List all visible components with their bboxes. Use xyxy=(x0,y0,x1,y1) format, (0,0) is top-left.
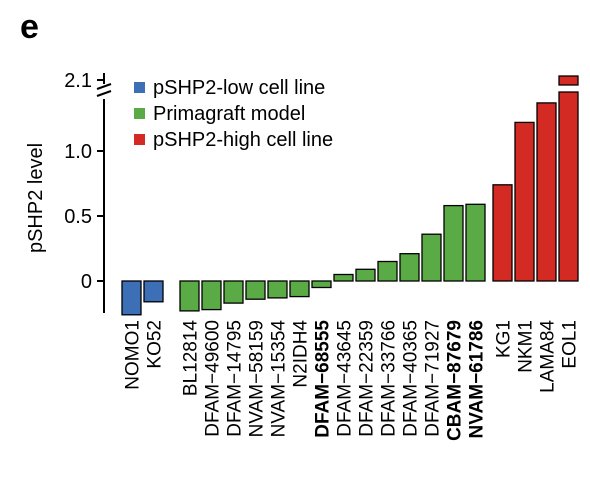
x-tick-label: LAMA84 xyxy=(538,320,559,393)
legend-label: Primagraft model xyxy=(153,103,305,125)
x-tick-label: DFAM−40365 xyxy=(401,320,422,437)
x-tick-label: DFAM−49600 xyxy=(203,320,224,437)
x-tick-label: BL12814 xyxy=(181,320,202,397)
bar xyxy=(267,280,288,299)
y-axis-break-mark xyxy=(96,83,112,97)
x-tick-label: KG1 xyxy=(494,320,515,358)
bar xyxy=(311,280,332,289)
y-tick-label: 0 xyxy=(81,271,92,293)
x-tick-label: NVAM−15354 xyxy=(269,320,290,438)
bar xyxy=(245,280,266,300)
x-tick-label: DFAM−68555 xyxy=(313,320,334,438)
x-tick-label: KO52 xyxy=(145,320,166,369)
x-tick-label: DFAM−33766 xyxy=(379,320,400,437)
bar xyxy=(443,204,464,282)
x-tick-label: CBAM−87679 xyxy=(445,320,466,441)
x-tick-label: NVAM−58159 xyxy=(247,320,268,437)
x-tick-label: NVAM−61786 xyxy=(467,320,488,438)
bar xyxy=(121,280,142,316)
bar xyxy=(355,268,376,282)
y-tick-label: 1.0 xyxy=(64,141,92,163)
bar xyxy=(536,102,557,282)
y-tick-label: 0.5 xyxy=(64,206,92,228)
x-tick-label: EOL1 xyxy=(560,320,581,369)
bar xyxy=(465,203,486,282)
y-tick-label: 2.1 xyxy=(64,70,92,92)
y-axis-label: pSHP2 level xyxy=(25,143,47,253)
x-tick-label: NKM1 xyxy=(516,320,537,373)
bar xyxy=(514,121,535,282)
x-tick-label: N2IDH4 xyxy=(291,320,312,388)
x-tick-label: NOMO1 xyxy=(123,320,144,390)
bar xyxy=(143,280,164,303)
bar xyxy=(492,184,513,282)
bar xyxy=(201,280,222,311)
panel-label: e xyxy=(20,8,39,46)
bar xyxy=(289,280,310,298)
bar xyxy=(179,280,200,312)
x-tick-label: DFAM−43645 xyxy=(335,320,356,437)
bar xyxy=(377,260,398,282)
x-tick-label: DFAM−14795 xyxy=(225,320,246,437)
x-tick-label: DFAM−22359 xyxy=(357,320,378,437)
x-tick-label: DFAM−71927 xyxy=(423,320,444,437)
bar xyxy=(558,91,579,282)
legend-swatch xyxy=(134,82,145,93)
legend-label: pSHP2-high cell line xyxy=(153,129,333,151)
bar xyxy=(421,233,442,282)
legend-label: pSHP2-low cell line xyxy=(153,77,325,99)
bar xyxy=(399,253,420,282)
legend-swatch xyxy=(134,134,145,145)
bar xyxy=(223,280,244,304)
bar xyxy=(333,273,354,282)
legend-swatch xyxy=(134,108,145,119)
bar-top-segment xyxy=(558,75,579,86)
